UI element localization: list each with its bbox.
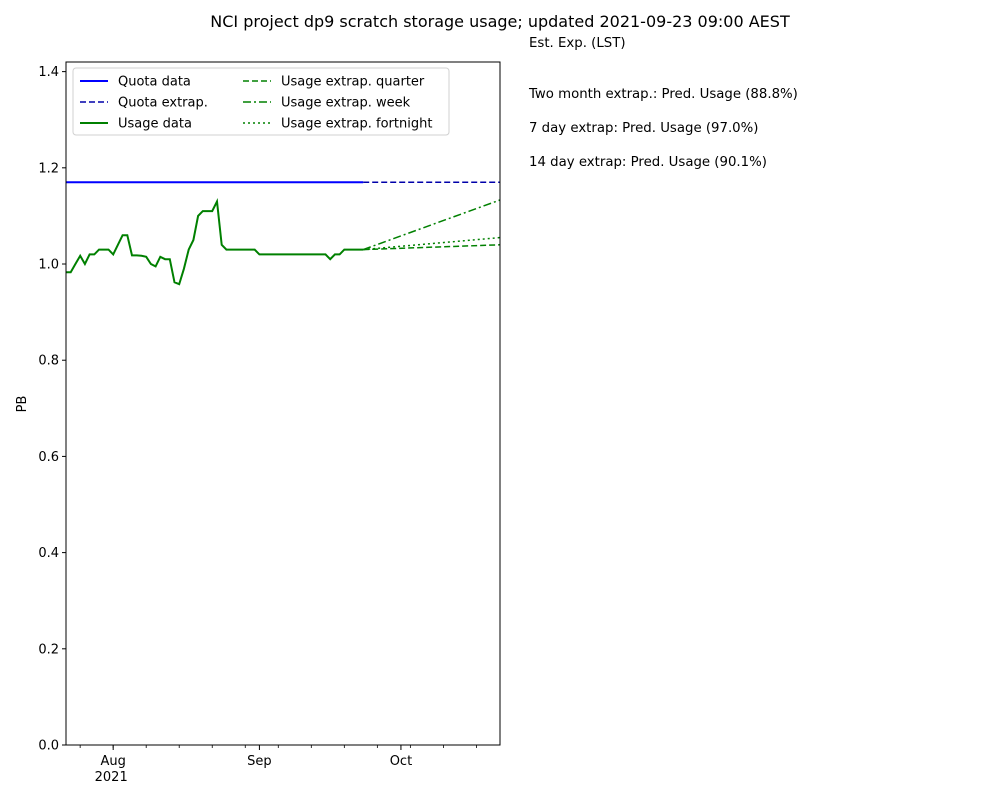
y-axis-label: PB [15, 396, 30, 413]
seven-day-extrap-label: 7 day extrap: Pred. Usage (97.0%) [529, 121, 759, 136]
series-usage-extrap-week [362, 199, 501, 251]
chart-title: NCI project dp9 scratch storage usage; u… [210, 12, 790, 31]
legend-label: Usage extrap. quarter [281, 75, 425, 90]
est-exp-label: Est. Exp. (LST) [529, 36, 626, 51]
y-tick-label: 0.4 [38, 546, 59, 561]
y-tick-label: 0.6 [38, 450, 59, 465]
legend-label: Quota data [118, 75, 191, 90]
x-tick-label: Sep [247, 754, 272, 769]
legend-label: Usage extrap. week [281, 96, 411, 111]
two-month-extrap-label: Two month extrap.: Pred. Usage (88.8%) [529, 87, 798, 102]
y-tick-label: 0.2 [38, 642, 59, 657]
legend-label: Usage data [118, 117, 192, 132]
x-tick-year-label: 2021 [95, 770, 128, 785]
y-tick-label: 1.0 [38, 258, 59, 273]
y-tick-label: 0.0 [38, 739, 59, 754]
y-tick-label: 1.4 [38, 65, 59, 80]
fourteen-day-extrap-label: 14 day extrap: Pred. Usage (90.1%) [529, 155, 767, 170]
y-tick-label: 1.2 [38, 161, 59, 176]
series-usage-extrap-quarter [363, 244, 501, 251]
legend: Quota data Quota extrap. Usage data Usage e… [72, 67, 450, 136]
y-tick-label: 0.8 [38, 354, 59, 369]
x-tick-label: Aug [100, 754, 125, 769]
legend-label: Quota extrap. [118, 96, 208, 111]
axes-frame [65, 61, 501, 746]
x-tick-label: Oct [390, 754, 412, 769]
y-axis: 0.0 0.2 0.4 0.6 0.8 1.0 1.2 1.4 [38, 65, 66, 754]
legend-label: Usage extrap. fortnight [281, 117, 432, 132]
series-usage-data [66, 198, 364, 286]
plot-lines [66, 181, 501, 286]
